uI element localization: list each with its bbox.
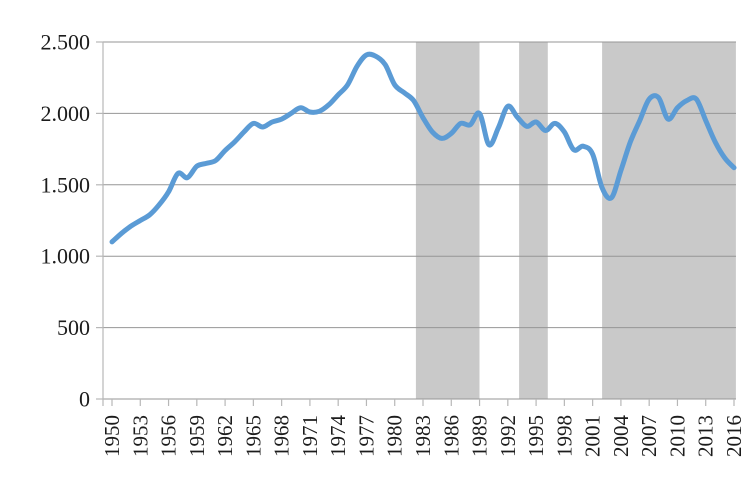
y-axis-label: 1.500 <box>41 172 91 197</box>
shaded-period-band <box>519 42 548 399</box>
x-axis-label: 1956 <box>157 415 181 457</box>
x-axis-label: 2004 <box>609 415 633 458</box>
x-axis-label: 1980 <box>383 415 407 457</box>
x-axis-label: 1968 <box>270 415 294 457</box>
y-axis-label: 2.000 <box>41 101 91 126</box>
y-axis-label: 500 <box>57 315 90 340</box>
x-axis-label: 2007 <box>637 415 661 457</box>
x-axis-label: 1950 <box>100 415 124 457</box>
y-axis-label: 1.000 <box>41 244 91 269</box>
y-axis-label: 2.500 <box>41 30 91 55</box>
x-axis-label: 1965 <box>241 415 265 457</box>
data-series-line <box>109 51 737 245</box>
x-axis-label: 2016 <box>722 415 746 457</box>
shaded-period-band <box>602 42 736 399</box>
shaded-period-band <box>415 42 480 399</box>
x-axis-label: 2013 <box>694 415 718 457</box>
x-axis-label: 1998 <box>552 415 576 457</box>
x-axis-label: 1959 <box>185 415 209 457</box>
x-axis-label: 1977 <box>355 415 379 457</box>
y-axis-label: 0 <box>79 387 90 412</box>
x-axis-label: 2001 <box>581 415 605 457</box>
x-axis-label: 1992 <box>496 415 520 457</box>
x-axis-label: 1995 <box>524 415 548 457</box>
x-axis-label: 1974 <box>326 415 350 458</box>
x-axis-label: 1986 <box>439 415 463 457</box>
x-axis-label: 1983 <box>411 415 435 457</box>
x-axis-label: 1971 <box>298 415 322 457</box>
x-axis-label: 1953 <box>128 415 152 457</box>
x-axis-label: 2010 <box>666 415 690 457</box>
x-axis-label: 1989 <box>468 415 492 457</box>
x-axis-label: 1962 <box>213 415 237 457</box>
